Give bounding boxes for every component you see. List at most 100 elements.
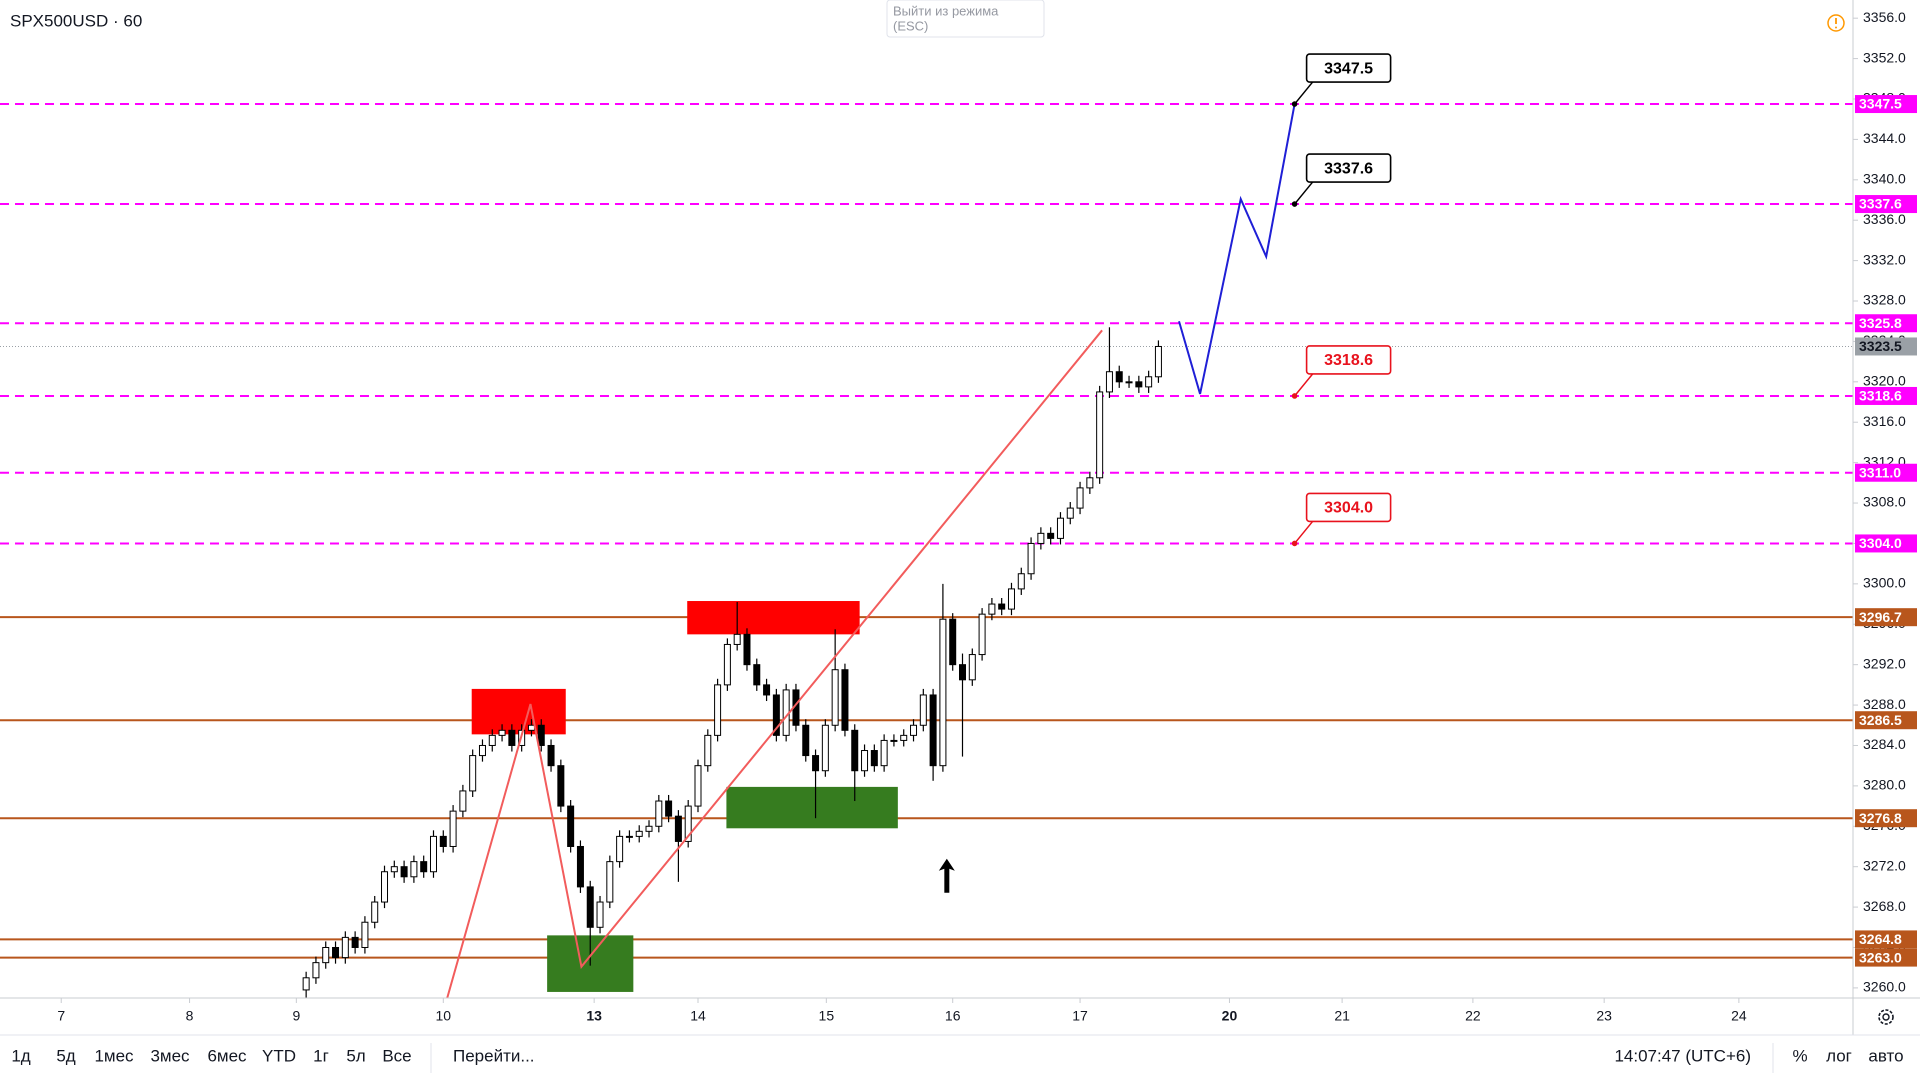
- up-arrow[interactable]: [938, 858, 955, 893]
- x-tick-label: 15: [819, 1008, 835, 1024]
- y-tick-label: 3328.0: [1863, 292, 1906, 308]
- price-tag-label: 3286.5: [1859, 712, 1902, 728]
- alert-dot: [1835, 26, 1837, 29]
- callout-box[interactable]: [1305, 345, 1392, 375]
- y-tick-label: 3280.0: [1863, 777, 1906, 793]
- candle-body: [684, 805, 692, 842]
- callout-point[interactable]: [1291, 101, 1298, 107]
- x-tick-label: 17: [1072, 1008, 1088, 1024]
- candle-body: [596, 901, 604, 928]
- candle-body: [978, 613, 986, 656]
- callout-leader: [1294, 520, 1314, 544]
- tooltip-line: Выйти из режима: [893, 3, 999, 18]
- candle-body: [900, 734, 908, 741]
- candle-body: [1017, 573, 1025, 590]
- zone[interactable]: [471, 688, 566, 735]
- range-button[interactable]: 6мес: [207, 1046, 247, 1065]
- candle-body: [655, 800, 663, 827]
- y-tick-label: 3288.0: [1863, 696, 1906, 712]
- range-button[interactable]: 1д: [11, 1046, 30, 1065]
- callout-box[interactable]: [1305, 492, 1392, 523]
- alert-circle[interactable]: [1827, 14, 1845, 32]
- goto-button[interactable]: Перейти...: [453, 1046, 535, 1065]
- tooltip-box[interactable]: [886, 0, 1045, 38]
- x-tick-label: 24: [1731, 1008, 1747, 1024]
- x-tick-label: 22: [1465, 1008, 1481, 1024]
- candle-body: [939, 618, 947, 767]
- candle-body: [694, 765, 702, 807]
- range-button[interactable]: 5д: [56, 1046, 75, 1065]
- zone[interactable]: [687, 601, 860, 635]
- zone[interactable]: [726, 786, 898, 829]
- candle-body: [625, 835, 633, 838]
- candle-body: [616, 835, 624, 863]
- candle-body: [429, 835, 437, 873]
- x-tick-label: 14: [690, 1008, 706, 1024]
- callout-box[interactable]: [1305, 153, 1392, 183]
- candle-body: [567, 805, 575, 847]
- scale-option[interactable]: лог: [1826, 1046, 1852, 1065]
- gear-outer[interactable]: [1878, 1009, 1894, 1025]
- candle-body: [1066, 507, 1074, 519]
- candle-body: [880, 739, 888, 767]
- candle-body: [831, 669, 839, 726]
- candle-body: [733, 633, 741, 645]
- scale-option[interactable]: %: [1792, 1046, 1807, 1065]
- callout-label: 3304.0: [1324, 500, 1373, 517]
- scale-option[interactable]: авто: [1868, 1046, 1903, 1065]
- candle-body: [488, 734, 496, 746]
- price-tag: [1855, 809, 1917, 828]
- exit-tooltip[interactable]: Выйти из режима (ESC): [886, 0, 1045, 38]
- candle-body: [1145, 376, 1153, 388]
- gear-inner: [1882, 1013, 1890, 1021]
- candle-body: [302, 977, 310, 991]
- price-tag: [1855, 95, 1917, 114]
- callout-label: 3318.6: [1324, 352, 1373, 369]
- candle-body: [410, 861, 418, 878]
- price-tag-label: 3337.6: [1859, 196, 1902, 212]
- y-tick-label: 3320.0: [1863, 373, 1906, 389]
- price-tag-label: 3264.8: [1859, 931, 1902, 947]
- callout-point[interactable]: [1291, 201, 1298, 207]
- candle-body: [704, 734, 712, 767]
- candle-body: [381, 871, 389, 903]
- range-button[interactable]: Все: [382, 1046, 411, 1065]
- x-tick-label: 9: [292, 1008, 300, 1024]
- range-button[interactable]: 1мес: [94, 1046, 134, 1065]
- candle-body: [968, 654, 976, 681]
- x-tick-label: 20: [1222, 1008, 1238, 1024]
- callout-point[interactable]: [1291, 393, 1298, 399]
- trend-line[interactable]: [1178, 103, 1296, 395]
- candle-body: [351, 936, 359, 948]
- settings-gear[interactable]: [1878, 1009, 1894, 1025]
- candle-body: [576, 845, 584, 888]
- trend-line[interactable]: [446, 329, 1103, 998]
- range-button[interactable]: 5л: [346, 1046, 365, 1065]
- price-tag-label: 3311.0: [1859, 464, 1901, 480]
- callout-label: 3347.5: [1324, 60, 1373, 77]
- candle-body: [1037, 532, 1045, 544]
- alert-icon[interactable]: [1827, 14, 1845, 32]
- candle-body: [1096, 391, 1104, 479]
- candle-body: [1086, 477, 1094, 489]
- candle-body: [606, 861, 614, 903]
- candle-body: [1135, 381, 1143, 388]
- range-button[interactable]: 3мес: [150, 1046, 190, 1065]
- candle-body: [635, 830, 643, 837]
- candle-body: [841, 669, 849, 731]
- y-tick-label: 3352.0: [1863, 49, 1906, 65]
- price-tag: [1855, 337, 1917, 356]
- candle-body: [763, 684, 771, 696]
- candle-body: [332, 946, 340, 959]
- candle-body: [723, 643, 731, 686]
- candle-body: [1076, 487, 1084, 509]
- callout-point[interactable]: [1291, 540, 1298, 547]
- price-tag: [1855, 386, 1917, 405]
- candle-body: [929, 694, 937, 767]
- range-button[interactable]: YTD: [262, 1046, 296, 1065]
- candle-body: [498, 729, 506, 736]
- callout-box[interactable]: [1305, 53, 1392, 83]
- range-button[interactable]: 1г: [313, 1046, 329, 1065]
